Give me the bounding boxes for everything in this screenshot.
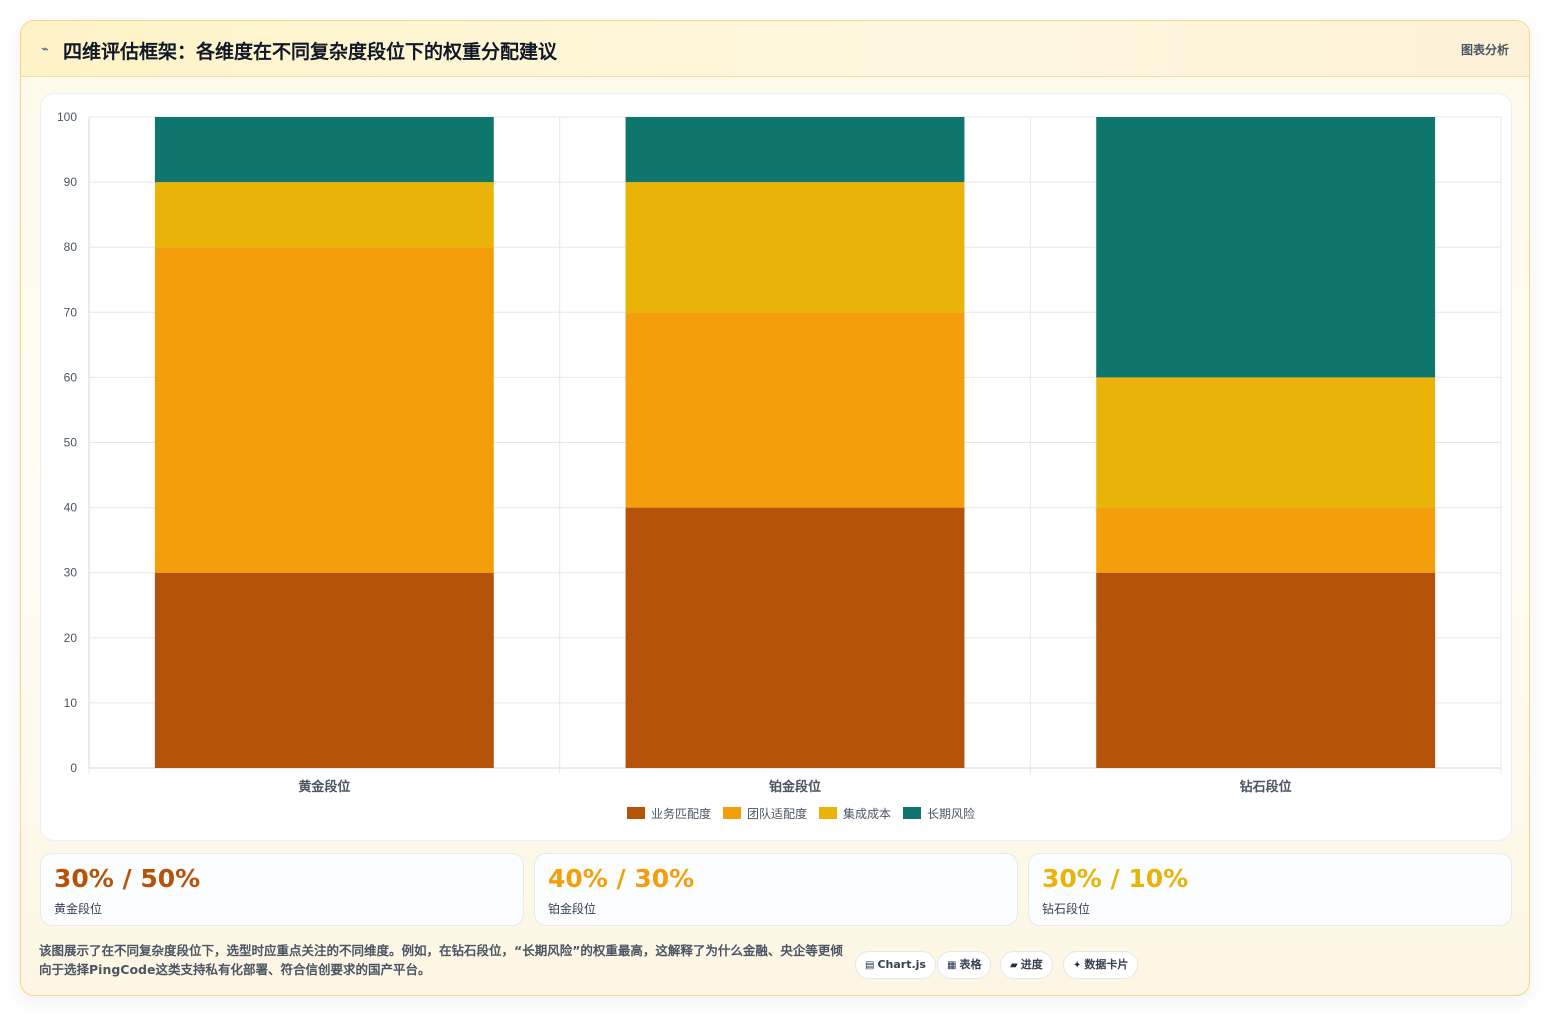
legend-label: 集成成本 [843, 806, 891, 821]
chart-analysis-badge: 图表分析 [1460, 43, 1509, 57]
kpi-label: 铂金段位 [548, 902, 597, 916]
chart-icon: ▤ [865, 960, 875, 971]
table-icon: ▦ [947, 960, 957, 971]
chip-label: 进度 [1020, 958, 1043, 971]
y-tick-label: 100 [57, 110, 77, 124]
y-tick-label: 40 [64, 501, 78, 515]
chart-card: ⌁ 四维评估框架：各维度在不同复杂度段位下的权重分配建议 图表分析 0 10 20 3… [20, 20, 1530, 996]
legend-label: 团队适配度 [747, 806, 807, 821]
chart-description: 该图展示了在不同复杂度段位下，选型时应重点关注的不同维度。例如，在钻石段位，“长… [39, 943, 843, 977]
bar-segment [1096, 377, 1436, 508]
x-tick-label: 黄金段位 [298, 779, 350, 795]
y-tick-label: 10 [64, 696, 78, 710]
kpi-card-platinum: 40% / 30% 铂金段位 [534, 853, 1018, 926]
bar-segment [154, 117, 494, 183]
y-tick-label: 20 [64, 631, 78, 645]
y-tick-label: 30 [64, 566, 78, 580]
legend-swatch [627, 807, 645, 819]
chip-label: 数据卡片 [1084, 958, 1129, 971]
card-header: ⌁ 四维评估框架：各维度在不同复杂度段位下的权重分配建议 图表分析 [21, 21, 1529, 77]
legend-swatch [903, 807, 921, 819]
x-tick-label: 铂金段位 [769, 779, 821, 795]
bar-segment [625, 507, 965, 768]
kpi-value: 30% / 50% [54, 864, 201, 893]
y-tick-label: 70 [64, 305, 78, 319]
legend-swatch [819, 807, 837, 819]
legend-label: 长期风险 [927, 806, 975, 821]
bar-segment [625, 182, 965, 313]
chart-container: 0 10 20 30 40 50 60 70 80 90 100 黄金段位 铂金段位 钻石段位业务匹配度 团… [40, 93, 1512, 841]
y-tick-label: 50 [64, 436, 78, 450]
y-tick-label: 80 [64, 240, 78, 254]
table-chip[interactable]: ▦ 表格 [937, 951, 992, 979]
bar-segment [154, 182, 494, 248]
chip-label: Chart.js [877, 958, 926, 971]
bar-segment [154, 572, 494, 768]
legend-label: 业务匹配度 [651, 806, 711, 821]
progress-chip[interactable]: ▰ 进度 [1000, 951, 1053, 979]
kpi-label: 钻石段位 [1042, 902, 1091, 916]
y-tick-label: 90 [64, 175, 78, 189]
bar-segment [625, 312, 965, 508]
progress-icon: ▰ [1010, 960, 1018, 971]
bar-segment [1096, 507, 1436, 573]
bar-segment [1096, 572, 1436, 768]
x-tick-label: 钻石段位 [1240, 779, 1292, 795]
bar-segment [1096, 117, 1436, 378]
y-tick-label: 60 [64, 370, 78, 384]
card-title: 四维评估框架：各维度在不同复杂度段位下的权重分配建议 [63, 41, 558, 63]
kpi-card-diamond: 30% / 10% 钻石段位 [1028, 853, 1512, 926]
y-tick-label: 0 [70, 761, 77, 775]
chip-label: 表格 [959, 958, 982, 971]
data-card-chip[interactable]: ✦ 数据卡片 [1063, 951, 1139, 979]
kpi-card-gold: 30% / 50% 黄金段位 [40, 853, 524, 926]
sparkle-icon: ✦ [1073, 960, 1082, 971]
kpi-value: 30% / 10% [1042, 864, 1189, 893]
kpi-value: 40% / 30% [548, 864, 695, 893]
kpi-label: 黄金段位 [54, 902, 103, 916]
legend-swatch [723, 807, 741, 819]
line-chart-icon: ⌁ [41, 42, 49, 57]
bar-segment [154, 247, 494, 573]
bar-segment [625, 117, 965, 183]
chartjs-chip[interactable]: ▤ Chart.js [855, 951, 936, 979]
